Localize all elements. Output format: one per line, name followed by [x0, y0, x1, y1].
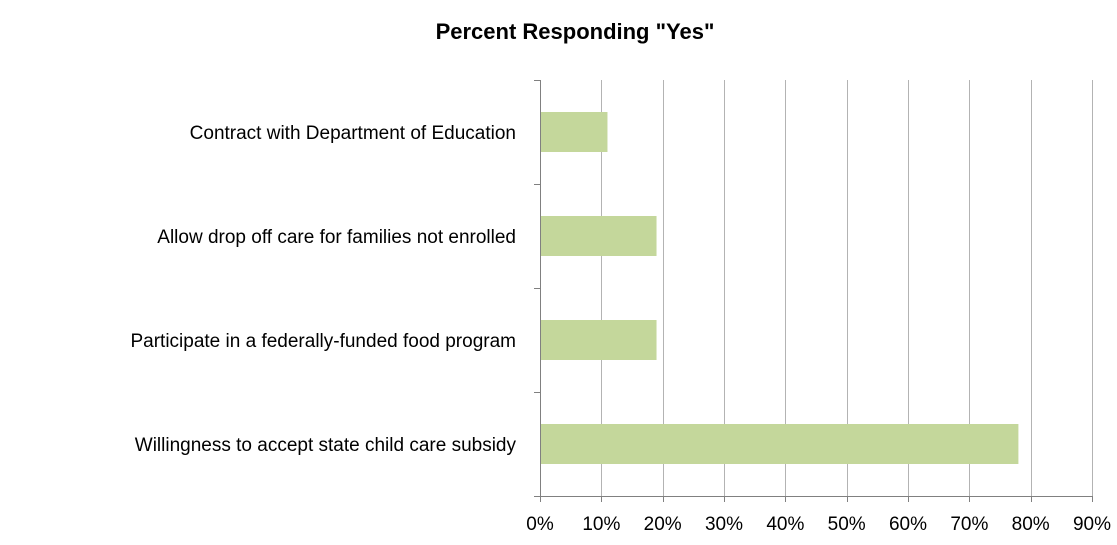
bar — [541, 424, 1019, 464]
labels: 0% 10% 20% 30% 40% 50% 60% 70% 80% 90% Contract wi… — [130, 123, 1111, 535]
x-tick-label: 50% — [828, 514, 866, 535]
bar — [541, 112, 608, 152]
bars — [541, 112, 1019, 464]
category-label: Contract with Department of Education — [190, 123, 516, 144]
bar — [541, 320, 657, 360]
x-tick-label: 40% — [766, 514, 804, 535]
x-tick-label: 90% — [1073, 514, 1111, 535]
category-label: Participate in a federally-funded food p… — [130, 331, 516, 352]
chart-title: Percent Responding "Yes" — [436, 19, 715, 44]
x-tick-label: 20% — [644, 514, 682, 535]
category-label: Willingness to accept state child care s… — [135, 435, 517, 456]
bar — [541, 216, 657, 256]
x-tick-label: 60% — [889, 514, 927, 535]
x-tick-label: 10% — [582, 514, 620, 535]
x-tick-label: 0% — [526, 514, 554, 535]
x-tick-label: 70% — [950, 514, 988, 535]
x-tick-label: 30% — [705, 514, 743, 535]
grid-lines — [601, 80, 1093, 496]
category-label: Allow drop off care for families not enr… — [157, 227, 516, 248]
axes — [534, 80, 1093, 502]
x-tick-label: 80% — [1012, 514, 1050, 535]
